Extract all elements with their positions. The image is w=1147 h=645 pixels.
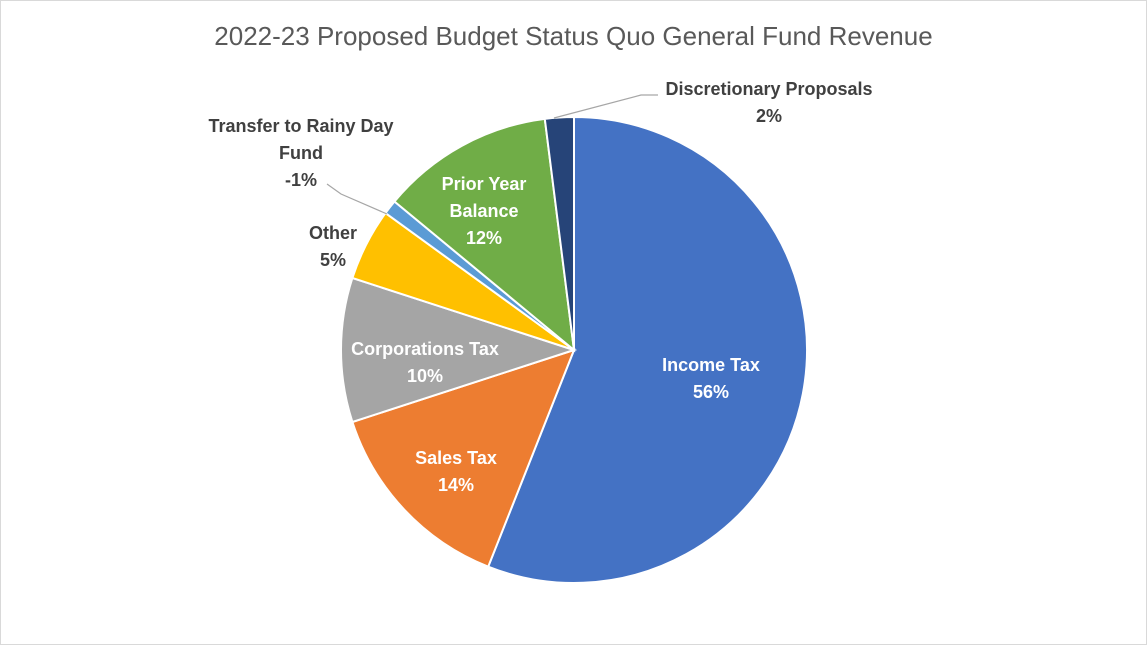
data-label-value-transfer-to-rainy-day-fund: -1% (285, 170, 317, 190)
data-label-value-prior-year-balance: 12% (466, 228, 502, 248)
pie-slice-prior-year-balance (393, 117, 576, 353)
data-label-value-income-tax: 56% (693, 382, 729, 402)
data-label-value-other: 5% (320, 250, 346, 270)
leader-line-transfer-to-rainy-day-fund (326, 183, 388, 215)
data-label-name-transfer-to-rainy-day-fund: Transfer to Rainy Day (208, 116, 393, 136)
pie-slice-discretionary-proposals (543, 115, 575, 351)
pie-slice-income-tax (486, 115, 808, 584)
data-label-name-transfer-to-rainy-day-fund: Fund (279, 143, 323, 163)
chart-title: 2022-23 Proposed Budget Status Quo Gener… (214, 21, 933, 51)
data-label-name-income-tax: Income Tax (662, 355, 760, 375)
data-label-value-discretionary-proposals: 2% (756, 106, 782, 126)
data-label-name-corporations-tax: Corporations Tax (351, 339, 499, 359)
data-label-value-sales-tax: 14% (438, 475, 474, 495)
pie-slice-corporations-tax (340, 276, 578, 424)
data-label-value-corporations-tax: 10% (407, 366, 443, 386)
data-label-name-sales-tax: Sales Tax (415, 448, 497, 468)
data-label-name-prior-year-balance: Balance (449, 201, 518, 221)
data-label-name-other: Other (309, 223, 357, 243)
leader-line-discretionary-proposals (553, 94, 658, 119)
data-label-name-discretionary-proposals: Discretionary Proposals (665, 79, 872, 99)
data-label-name-prior-year-balance: Prior Year (442, 174, 527, 194)
